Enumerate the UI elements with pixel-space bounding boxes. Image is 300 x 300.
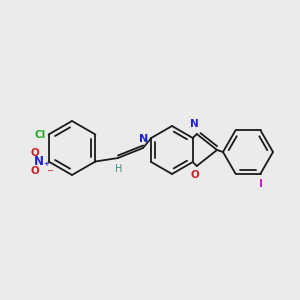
Text: Cl: Cl	[34, 130, 46, 140]
Text: −: −	[46, 166, 54, 175]
Text: N: N	[140, 134, 148, 144]
Text: O: O	[190, 170, 199, 180]
Text: N: N	[34, 155, 44, 168]
Text: N: N	[190, 119, 199, 129]
Text: O: O	[31, 148, 40, 158]
Text: O: O	[31, 166, 40, 176]
Text: I: I	[260, 179, 263, 189]
Text: H: H	[115, 164, 123, 174]
Text: +: +	[44, 161, 50, 167]
